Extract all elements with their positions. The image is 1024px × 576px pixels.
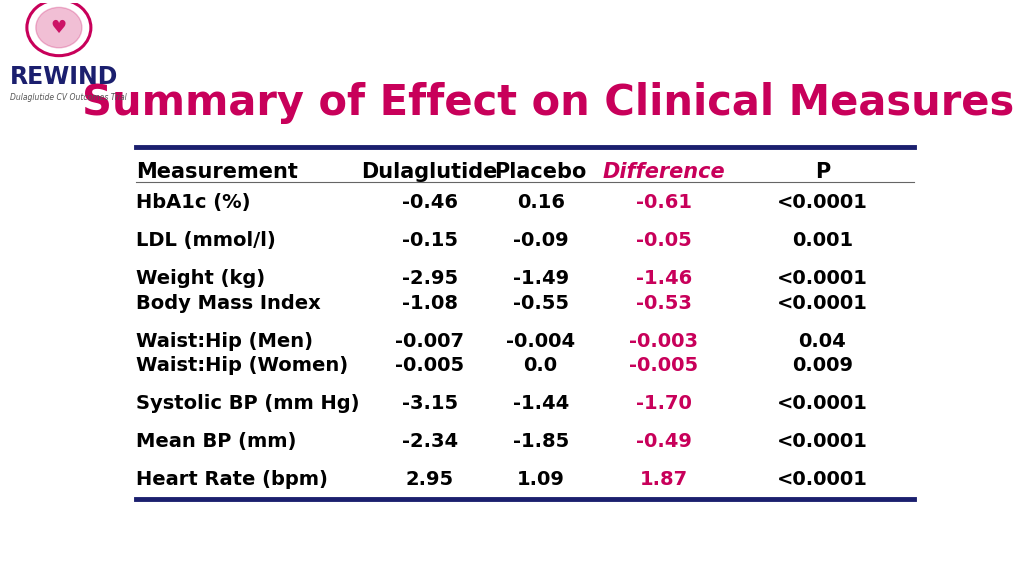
Text: 1.09: 1.09 [517, 471, 564, 490]
Text: -0.61: -0.61 [636, 194, 691, 213]
Text: <0.0001: <0.0001 [777, 471, 867, 490]
Text: -2.95: -2.95 [401, 270, 458, 289]
Text: -3.15: -3.15 [401, 395, 458, 414]
Text: -0.004: -0.004 [506, 332, 575, 351]
Text: 2.95: 2.95 [406, 471, 454, 490]
Text: 0.001: 0.001 [792, 232, 853, 251]
Text: Body Mass Index: Body Mass Index [136, 294, 321, 313]
Text: -1.08: -1.08 [401, 294, 458, 313]
Text: -1.46: -1.46 [636, 270, 692, 289]
Text: 1.87: 1.87 [640, 471, 688, 490]
Text: ♥: ♥ [51, 18, 67, 37]
Text: 0.009: 0.009 [792, 357, 853, 376]
Text: Waist:Hip (Women): Waist:Hip (Women) [136, 357, 348, 376]
Text: -0.15: -0.15 [401, 232, 458, 251]
Text: Systolic BP (mm Hg): Systolic BP (mm Hg) [136, 395, 359, 414]
Text: LDL (mmol/l): LDL (mmol/l) [136, 232, 275, 251]
Text: Weight (kg): Weight (kg) [136, 270, 265, 289]
Text: <0.0001: <0.0001 [777, 194, 867, 213]
Text: REWIND: REWIND [10, 65, 119, 89]
Text: -2.34: -2.34 [401, 433, 458, 452]
Text: -0.46: -0.46 [401, 194, 458, 213]
Text: -0.003: -0.003 [629, 332, 698, 351]
Text: 0.04: 0.04 [799, 332, 846, 351]
Text: -1.49: -1.49 [513, 270, 568, 289]
Text: -0.49: -0.49 [636, 433, 691, 452]
Text: <0.0001: <0.0001 [777, 395, 867, 414]
Text: Waist:Hip (Men): Waist:Hip (Men) [136, 332, 313, 351]
Text: -1.44: -1.44 [513, 395, 568, 414]
Text: <0.0001: <0.0001 [777, 294, 867, 313]
Text: -0.005: -0.005 [629, 357, 698, 376]
Text: -0.007: -0.007 [395, 332, 464, 351]
Text: -0.55: -0.55 [513, 294, 568, 313]
Text: <0.0001: <0.0001 [777, 433, 867, 452]
Text: -1.85: -1.85 [513, 433, 568, 452]
Text: -0.53: -0.53 [636, 294, 691, 313]
Text: <0.0001: <0.0001 [777, 270, 867, 289]
Text: -1.70: -1.70 [636, 395, 691, 414]
Text: Dulaglutide: Dulaglutide [361, 162, 498, 182]
Text: Measurement: Measurement [136, 162, 298, 182]
Text: Heart Rate (bpm): Heart Rate (bpm) [136, 471, 328, 490]
Text: Dulaglutide CV Outcomes Trial: Dulaglutide CV Outcomes Trial [10, 93, 127, 102]
Text: Difference: Difference [602, 162, 725, 182]
Text: Placebo: Placebo [495, 162, 587, 182]
Text: 0.16: 0.16 [517, 194, 564, 213]
Text: -0.005: -0.005 [395, 357, 464, 376]
Text: Mean BP (mm): Mean BP (mm) [136, 433, 296, 452]
Circle shape [36, 7, 82, 48]
Text: HbA1c (%): HbA1c (%) [136, 194, 251, 213]
Text: -0.09: -0.09 [513, 232, 568, 251]
Text: -0.05: -0.05 [636, 232, 691, 251]
Text: P: P [815, 162, 830, 182]
Text: Summary of Effect on Clinical Measures: Summary of Effect on Clinical Measures [83, 82, 1015, 124]
Text: 0.0: 0.0 [523, 357, 558, 376]
